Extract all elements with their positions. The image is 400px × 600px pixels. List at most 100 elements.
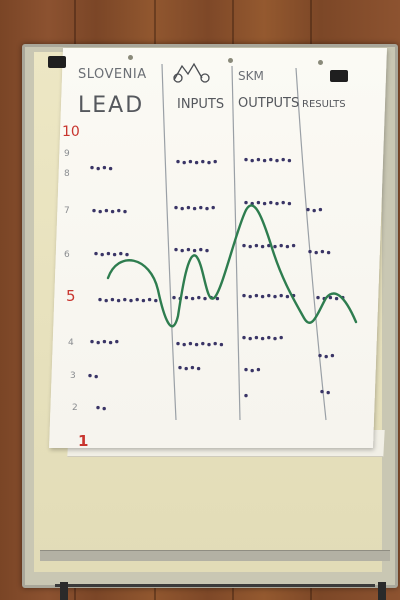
vote-dot <box>174 205 178 210</box>
vote-dot <box>242 335 246 340</box>
vote-dot <box>213 159 217 164</box>
vote-dot <box>186 247 191 252</box>
vote-dot <box>92 208 96 213</box>
vote-dot <box>205 206 209 211</box>
vote-dot <box>308 249 312 254</box>
vote-dot <box>314 250 318 255</box>
vote-dot <box>207 342 211 347</box>
vote-dot <box>96 166 100 171</box>
easel-crossbar <box>55 584 375 587</box>
vote-dot <box>244 157 248 162</box>
header-left: SLOVENIA <box>78 67 147 82</box>
vote-dot <box>98 209 102 214</box>
vote-dot <box>104 208 109 213</box>
vote-dot <box>320 249 325 254</box>
scale-label-2: 2 <box>72 403 78 413</box>
trend-curve <box>106 204 358 328</box>
vote-dot <box>94 251 98 256</box>
vote-dot <box>312 208 316 213</box>
vote-dot <box>269 157 273 162</box>
vote-dot <box>256 200 261 205</box>
vote-dot <box>248 244 252 249</box>
vote-dot <box>269 200 273 205</box>
vote-dot <box>281 157 285 162</box>
vote-dot <box>172 295 176 300</box>
vote-dot <box>94 374 98 379</box>
vote-dot <box>267 293 271 298</box>
vote-dot <box>205 248 209 253</box>
vote-dot <box>260 244 265 249</box>
vote-dot <box>102 339 107 344</box>
column-title-results: RESULTS <box>302 99 346 110</box>
vote-dot <box>262 158 267 163</box>
vote-dot <box>182 342 186 347</box>
vote-dot <box>326 250 331 255</box>
marker-tray <box>40 550 390 561</box>
column-divider <box>161 63 177 421</box>
vote-dot <box>190 365 195 370</box>
vote-dot <box>324 354 328 359</box>
vote-dot <box>186 205 191 210</box>
vote-dot <box>203 296 207 301</box>
vote-dot <box>147 297 152 302</box>
vote-dot <box>192 248 197 253</box>
vote-dot <box>196 366 201 371</box>
vote-dot <box>244 200 248 205</box>
vote-dot <box>242 293 246 298</box>
mountain-logo-icon <box>173 62 210 83</box>
vote-dot <box>188 159 193 164</box>
vote-dot <box>275 201 279 206</box>
vote-dots <box>88 157 345 411</box>
vote-dot <box>197 295 201 300</box>
vote-dot <box>250 368 254 373</box>
vote-dot <box>267 335 271 340</box>
vote-dot <box>201 341 205 346</box>
vote-dot <box>108 340 113 345</box>
paper-clip-left <box>48 56 66 68</box>
vote-dot <box>176 159 180 164</box>
scale-label-8: 8 <box>64 169 70 179</box>
vote-dot <box>123 209 127 214</box>
vote-dot <box>180 248 184 253</box>
column-title-lead: LEAD <box>78 93 144 118</box>
vote-dot <box>96 340 100 345</box>
vote-dot <box>291 243 296 248</box>
vote-dot <box>328 295 333 300</box>
scale-label-5: 5 <box>66 287 76 305</box>
vote-dot <box>123 297 127 302</box>
vote-dot <box>110 209 115 214</box>
vote-dot <box>273 336 277 341</box>
vote-dot <box>154 298 158 303</box>
vote-dot <box>267 243 271 248</box>
vote-dot <box>174 247 178 252</box>
vote-dot <box>129 298 133 303</box>
vote-dot <box>287 201 292 206</box>
vote-dot <box>96 405 100 410</box>
vote-dot <box>248 336 252 341</box>
vote-dot <box>242 243 246 248</box>
vote-dot <box>281 200 285 205</box>
vote-dot <box>112 252 117 257</box>
vote-dot <box>215 296 220 301</box>
vote-dot <box>279 243 283 248</box>
vote-dot <box>254 243 259 248</box>
vote-dot <box>318 207 323 212</box>
vote-dot <box>98 297 102 302</box>
vote-dot <box>256 367 261 372</box>
vote-dot <box>254 293 259 298</box>
vote-dot <box>211 205 215 210</box>
vote-dot <box>316 295 320 300</box>
vote-dot <box>110 297 115 302</box>
vote-dot <box>182 160 186 165</box>
vote-dot <box>213 341 217 346</box>
vote-dot <box>199 205 203 210</box>
vote-dot <box>273 294 277 299</box>
board-pin <box>228 58 233 63</box>
vote-dot <box>141 298 146 303</box>
vote-dot <box>190 296 195 301</box>
vote-dot <box>201 159 205 164</box>
vote-dot <box>100 252 104 257</box>
vote-dot <box>135 297 139 302</box>
vote-dot <box>116 298 121 303</box>
vote-dot <box>318 353 322 358</box>
